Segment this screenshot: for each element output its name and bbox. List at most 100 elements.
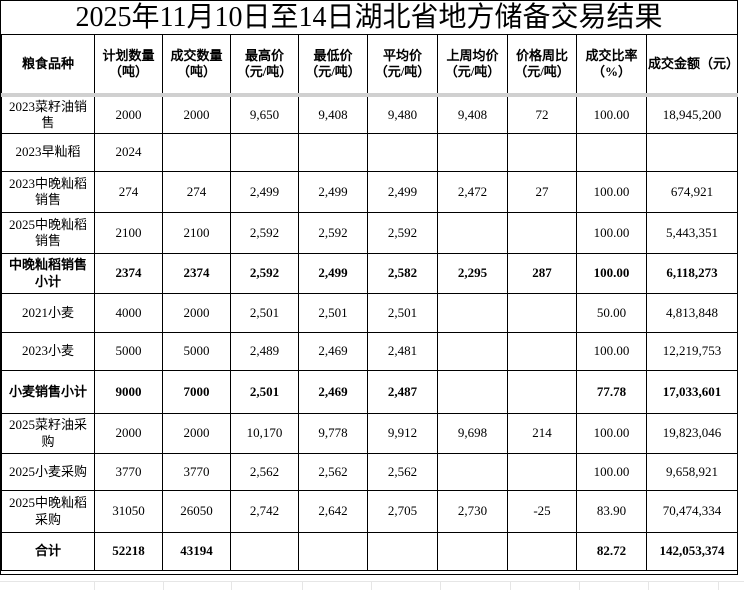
table-cell: 5000 (162, 332, 231, 371)
table-cell: 2,501 (298, 293, 368, 333)
table-cell (367, 532, 438, 571)
table-cell: 7000 (162, 370, 231, 414)
table-cell: 27 (507, 171, 577, 213)
sheet-gridline-vertical (94, 582, 95, 590)
table-cell: 287 (507, 253, 577, 294)
excel-grid-strip (0, 575, 744, 590)
column-header: 成交数量 （吨） (162, 34, 231, 97)
table-cell: 2,582 (367, 253, 438, 294)
table-cell (230, 133, 299, 172)
table-cell: 100.00 (576, 413, 647, 454)
table-cell: 31050 (94, 490, 163, 533)
column-header: 价格周比 （元/吨） (507, 34, 577, 97)
table-cell: 2000 (162, 94, 231, 134)
column-header: 最高价 （元/吨） (230, 34, 299, 97)
table-cell: 9,912 (367, 413, 438, 454)
column-header: 平均价 （元/吨） (367, 34, 438, 97)
table-cell: 2,642 (298, 490, 368, 533)
table-cell: 9,408 (298, 94, 368, 134)
table-row: 2023中晚籼稻销售 274 274 2,499 2,499 2,499 2,472 27 10… (1, 171, 738, 213)
table-cell: 12,219,753 (646, 332, 738, 371)
table-cell: 5,443,351 (646, 212, 738, 254)
report-frame: 2025年11月10日至14日湖北省地方储备交易结果 粮食品种 计划数量 （吨）成… (0, 0, 738, 575)
table-cell: 2000 (94, 413, 163, 454)
table-cell: 2000 (162, 293, 231, 333)
row-label-cell: 小麦销售小计 (1, 370, 95, 414)
table-cell (230, 532, 299, 571)
table-cell: 2,742 (230, 490, 299, 533)
table-cell: -25 (507, 490, 577, 533)
table-cell (507, 212, 577, 254)
table-cell: 674,921 (646, 171, 738, 213)
table-cell: 2,481 (367, 332, 438, 371)
table-cell: 2024 (94, 133, 163, 172)
table-cell: 2,562 (298, 453, 368, 491)
table-cell: 100.00 (576, 453, 647, 491)
row-label-cell: 2025菜籽油采购 (1, 413, 95, 454)
table-cell: 5000 (94, 332, 163, 371)
column-header: 成交金额（元） (646, 34, 738, 97)
table-cell: 2100 (94, 212, 163, 254)
table-cell (576, 133, 647, 172)
table-cell: 2,592 (367, 212, 438, 254)
table-cell: 43194 (162, 532, 231, 571)
column-header: 粮食品种 (1, 34, 95, 97)
table-cell (507, 370, 577, 414)
table-cell (298, 532, 368, 571)
sheet-gridline-vertical (163, 582, 164, 590)
table-cell: 100.00 (576, 253, 647, 294)
table-cell (437, 370, 508, 414)
table-cell: 52218 (94, 532, 163, 571)
table-cell: 2,469 (298, 332, 368, 371)
table-cell: 2,705 (367, 490, 438, 533)
table-cell: 6,118,273 (646, 253, 738, 294)
table-cell: 2,562 (230, 453, 299, 491)
table-cell: 2,499 (298, 171, 368, 213)
table-cell: 9,658,921 (646, 453, 738, 491)
table-cell: 82.72 (576, 532, 647, 571)
table-cell: 4000 (94, 293, 163, 333)
table-row: 2025中晚籼稻销售 2100 2100 2,592 2,592 2,592 100.00 5… (1, 212, 738, 254)
table-cell: 3770 (162, 453, 231, 491)
header-row: 粮食品种 计划数量 （吨） 成交数量 （吨） 最高价 （元/吨） 最低价 （元/吨） 平均… (1, 34, 738, 97)
table-cell (507, 532, 577, 571)
table-cell: 100.00 (576, 171, 647, 213)
row-label-cell: 2025中晚籼稻采购 (1, 490, 95, 533)
table-cell: 2100 (162, 212, 231, 254)
table-cell: 274 (162, 171, 231, 213)
table-cell: 9,698 (437, 413, 508, 454)
column-header: 计划数量 （吨） (94, 34, 163, 97)
table-cell: 72 (507, 94, 577, 134)
table-cell: 9,778 (298, 413, 368, 454)
sheet-gridline-vertical (648, 582, 649, 590)
table-cell: 17,033,601 (646, 370, 738, 414)
column-header: 最低价 （元/吨） (298, 34, 368, 97)
table-cell: 2374 (94, 253, 163, 294)
table-cell (507, 453, 577, 491)
row-label-cell: 中晚籼稻销售小计 (1, 253, 95, 294)
table-cell (437, 532, 508, 571)
table-cell: 2,592 (230, 212, 299, 254)
column-header: 成交比率 （%） (576, 34, 647, 97)
table-cell: 9,650 (230, 94, 299, 134)
table-row: 小麦销售小计 9000 7000 2,501 2,469 2,487 77.78 17,033… (1, 370, 738, 414)
table-row: 2023早籼稻 2024 (1, 133, 738, 172)
table-cell (437, 133, 508, 172)
table-cell (437, 453, 508, 491)
table-row: 中晚籼稻销售小计 2374 2374 2,592 2,499 2,582 2,295 287 1… (1, 253, 738, 294)
table-cell: 26050 (162, 490, 231, 533)
table-cell: 2,501 (367, 293, 438, 333)
table-cell: 50.00 (576, 293, 647, 333)
row-label-cell: 2023早籼稻 (1, 133, 95, 172)
table-row: 2021小麦 4000 2000 2,501 2,501 2,501 50.00 4,813,… (1, 293, 738, 333)
row-label-cell: 2021小麦 (1, 293, 95, 333)
sheet-gridline-vertical (579, 582, 580, 590)
table-cell: 2000 (162, 413, 231, 454)
table-cell: 2,562 (367, 453, 438, 491)
table-cell: 2,592 (230, 253, 299, 294)
row-label-cell: 2023小麦 (1, 332, 95, 371)
table-cell: 2374 (162, 253, 231, 294)
table-cell: 2,499 (230, 171, 299, 213)
sheet-gridline-horizontal (0, 581, 744, 582)
column-header: 上周均价 （元/吨） (437, 34, 508, 97)
